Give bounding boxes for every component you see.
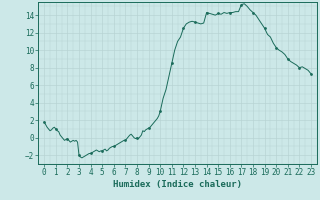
X-axis label: Humidex (Indice chaleur): Humidex (Indice chaleur) (113, 180, 242, 189)
